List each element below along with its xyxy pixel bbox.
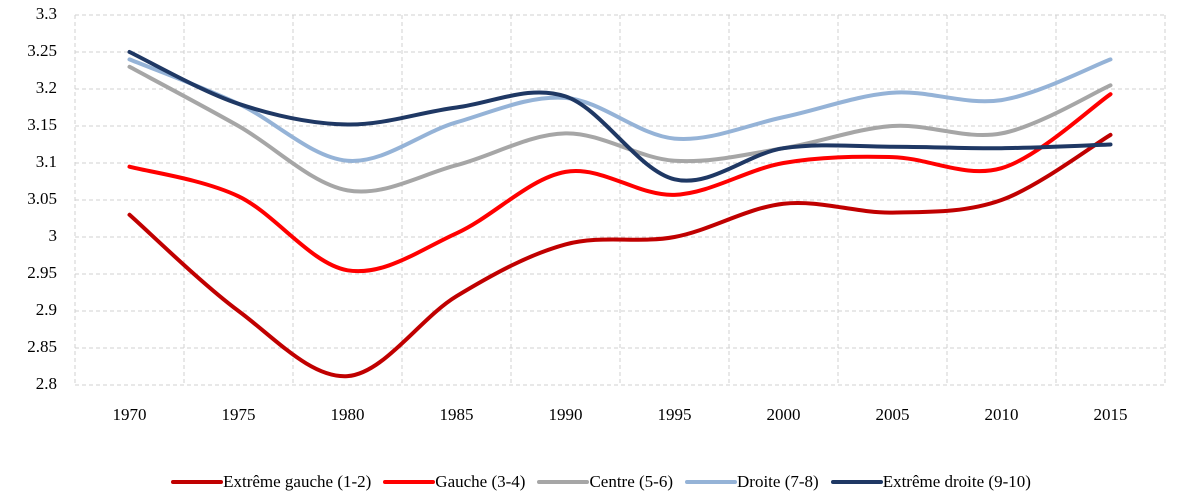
- line-series: [127, 50, 1113, 183]
- x-tick-label: 1985: [440, 405, 474, 424]
- x-tick-label: 1970: [113, 405, 147, 424]
- legend-item: Extrême gauche (1-2): [171, 472, 371, 492]
- y-tick-label: 3.2: [36, 78, 57, 97]
- y-tick-label: 3.3: [36, 4, 57, 23]
- legend-item: Droite (7-8): [685, 472, 819, 492]
- line-series: [127, 64, 1113, 194]
- x-tick-label: 1990: [549, 405, 583, 424]
- x-tick-label: 2010: [985, 405, 1019, 424]
- legend-item: Extrême droite (9-10): [830, 472, 1031, 492]
- line-series: [127, 132, 1113, 379]
- x-tick-label: 1980: [331, 405, 365, 424]
- legend-swatch: [537, 480, 590, 484]
- legend-label: Extrême droite (9-10): [882, 472, 1031, 491]
- y-tick-label: 3.15: [27, 115, 57, 134]
- legend-swatch: [171, 480, 224, 484]
- x-tick-label: 1995: [658, 405, 692, 424]
- legend: Extrême gauche (1-2) Gauche (3-4) Centre (…: [0, 472, 1202, 492]
- y-tick-label: 3.25: [27, 41, 57, 60]
- line-series: [127, 57, 1113, 163]
- line-series: [127, 92, 1113, 274]
- y-tick-label: 3: [49, 226, 58, 245]
- x-tick-label: 2005: [876, 405, 910, 424]
- legend-label: Centre (5-6): [589, 472, 674, 491]
- x-tick-label: 2015: [1094, 405, 1128, 424]
- y-tick-label: 3.05: [27, 189, 57, 208]
- legend-swatch: [383, 480, 436, 484]
- legend-swatch: [830, 480, 883, 484]
- y-tick-label: 2.9: [36, 300, 57, 319]
- chart: 2.8 2.85 2.9 2.95 3 3.05 3.1 3.15 3.2 3.25 3.3 1970…: [27, 4, 1166, 424]
- x-tick-label: 2000: [767, 405, 801, 424]
- legend-swatch: [685, 480, 738, 484]
- legend-label: Droite (7-8): [737, 472, 819, 491]
- y-tick-label: 2.8: [36, 374, 57, 393]
- legend-label: Extrême gauche (1-2): [223, 472, 372, 491]
- y-tick-label: 3.1: [36, 152, 57, 171]
- y-tick-label: 2.95: [27, 263, 57, 282]
- legend-item: Centre (5-6): [537, 472, 673, 492]
- legend-label: Gauche (3-4): [435, 472, 526, 491]
- y-tick-label: 2.85: [27, 337, 57, 356]
- legend-item: Gauche (3-4): [383, 472, 525, 492]
- x-tick-label: 1975: [222, 405, 256, 424]
